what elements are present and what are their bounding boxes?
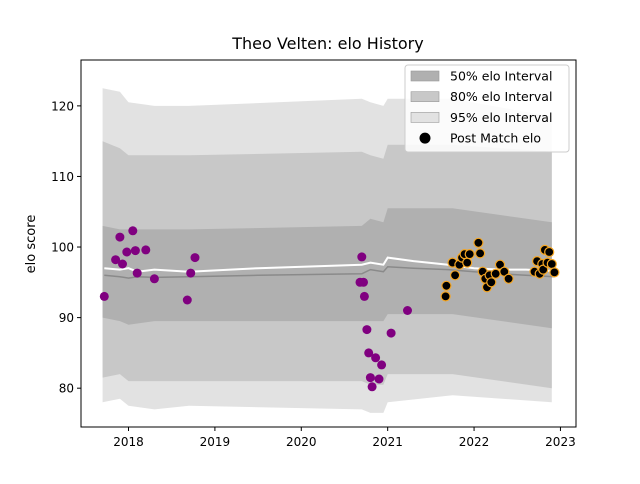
legend-swatch <box>410 112 440 123</box>
data-point <box>182 295 192 305</box>
data-point <box>377 360 387 370</box>
data-point <box>365 373 375 383</box>
x-axis: 2018 2019 2020 2021 2022 2023 <box>113 427 576 449</box>
legend-label: 50% elo Interval <box>450 69 552 84</box>
y-tick-label: 120 <box>51 99 74 113</box>
data-point <box>111 255 121 265</box>
data-point <box>544 246 555 258</box>
interval-bands <box>102 88 552 413</box>
y-tick-label: 90 <box>59 311 74 325</box>
x-tick-label: 2020 <box>286 435 317 449</box>
data-point <box>464 249 475 260</box>
data-point <box>128 226 138 236</box>
x-tick-label: 2019 <box>200 435 231 449</box>
legend-label: 95% elo Interval <box>450 110 552 125</box>
data-point <box>357 252 367 262</box>
legend-label: Post Match elo <box>450 131 541 146</box>
legend-label: 80% elo Interval <box>450 89 552 104</box>
data-point <box>450 270 461 281</box>
data-point <box>367 382 377 392</box>
data-point <box>118 259 127 269</box>
x-tick-label: 2022 <box>459 435 490 449</box>
legend-marker <box>419 132 431 144</box>
y-tick-label: 80 <box>59 382 74 396</box>
legend: 50% elo Interval 80% elo Interval 95% elo … <box>404 64 570 153</box>
legend-swatch <box>410 70 440 82</box>
chart-title: Theo Velten: elo History <box>231 34 423 53</box>
data-point <box>486 277 497 288</box>
data-point <box>549 267 560 278</box>
x-tick-label: 2018 <box>113 435 144 449</box>
data-point <box>403 306 412 315</box>
data-point <box>99 291 109 301</box>
data-point <box>386 328 396 338</box>
data-point <box>374 374 384 384</box>
data-point <box>132 268 142 278</box>
data-point <box>149 274 159 284</box>
data-point <box>490 268 501 279</box>
data-point <box>440 291 451 302</box>
data-point <box>475 248 486 259</box>
data-point <box>115 232 125 242</box>
band-p50 <box>102 208 552 329</box>
data-point <box>473 237 484 248</box>
data-point <box>130 246 140 256</box>
data-point <box>462 257 473 268</box>
x-tick-label: 2021 <box>372 435 403 449</box>
data-point <box>364 348 374 358</box>
legend-swatch <box>410 91 440 102</box>
data-point <box>141 245 151 255</box>
legend-box <box>404 64 570 153</box>
data-point <box>122 247 132 257</box>
y-tick-label: 100 <box>51 241 74 255</box>
y-axis: 80 90 100 110 120 <box>51 99 81 396</box>
data-point <box>362 325 372 335</box>
data-point <box>186 268 196 278</box>
data-point <box>441 280 452 291</box>
data-point <box>503 273 514 284</box>
y-axis-label: elo score <box>24 215 39 274</box>
x-tick-label: 2023 <box>545 435 576 449</box>
data-point <box>190 253 200 263</box>
plot-frame <box>80 59 577 428</box>
data-point <box>371 353 381 363</box>
data-point <box>359 291 369 301</box>
data-point <box>546 258 557 270</box>
match-points <box>99 226 560 392</box>
y-tick-label: 110 <box>51 170 74 184</box>
data-point <box>359 277 368 287</box>
